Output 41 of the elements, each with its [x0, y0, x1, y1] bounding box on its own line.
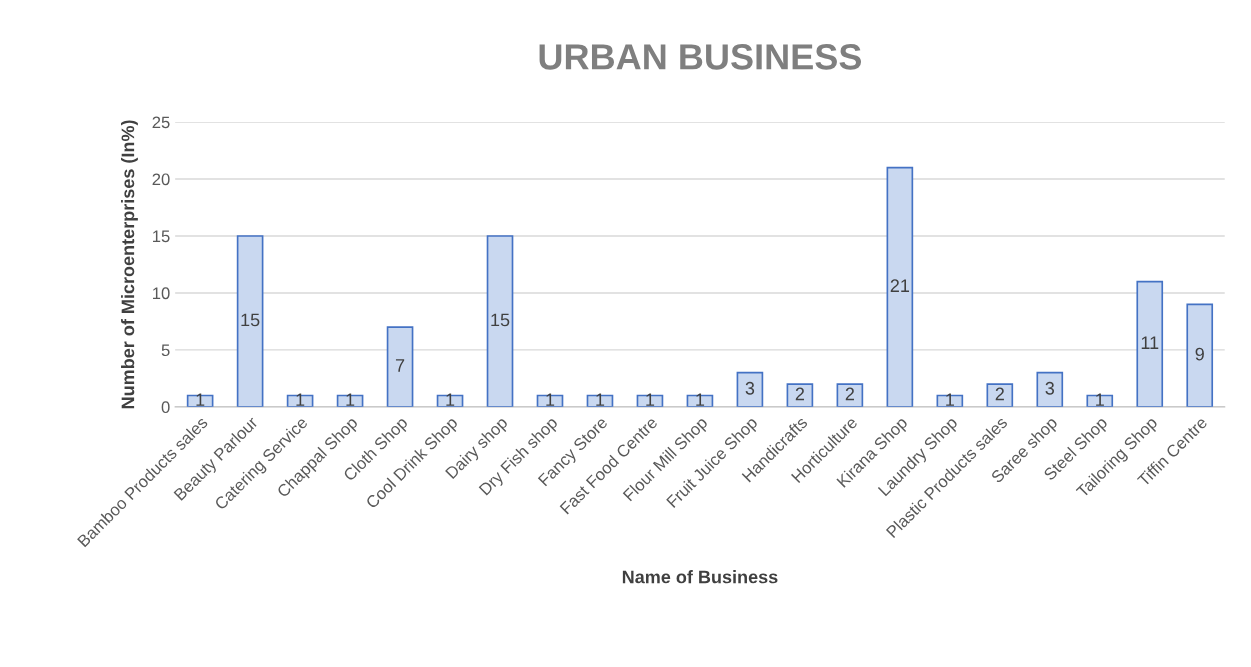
data-label: 9	[1195, 347, 1204, 361]
y-tick-label: 15	[153, 230, 170, 243]
data-label: 7	[395, 359, 405, 372]
data-label: 2	[995, 387, 1004, 401]
bar	[1186, 303, 1214, 407]
data-label: 1	[446, 393, 455, 406]
y-tick-label: 20	[152, 173, 170, 186]
bar	[236, 235, 264, 407]
data-label: 1	[346, 393, 355, 406]
data-label: 11	[1141, 336, 1159, 349]
bar	[786, 383, 814, 407]
data-label: 1	[196, 393, 205, 406]
bar	[886, 166, 914, 407]
y-tick-label: 5	[161, 344, 170, 357]
y-tick-label: 10	[153, 287, 170, 300]
x-axis-title: Name of Business	[622, 570, 778, 584]
data-label: 1	[696, 393, 705, 406]
bar	[836, 383, 864, 407]
y-axis-title: Number of Microenterprises (In%)	[121, 120, 138, 409]
data-label: 1	[1096, 393, 1104, 406]
data-label: 15	[491, 313, 510, 327]
data-label: 3	[1045, 381, 1055, 395]
data-label: 21	[890, 279, 910, 292]
data-label: 1	[546, 393, 555, 406]
bar	[486, 235, 514, 407]
data-label: 2	[845, 387, 854, 401]
bar	[736, 371, 764, 407]
chart-title: URBAN BUSINESS	[539, 44, 862, 70]
bar	[1036, 371, 1064, 407]
data-label: 1	[596, 393, 605, 406]
bar	[1136, 280, 1164, 407]
bar	[386, 326, 414, 407]
data-label: 15	[241, 313, 260, 327]
data-label: 1	[296, 393, 305, 406]
data-label: 1	[646, 393, 655, 406]
bar	[986, 383, 1014, 407]
data-label: 3	[745, 381, 755, 395]
y-tick-label: 25	[152, 116, 170, 129]
y-tick-label: 0	[161, 401, 170, 414]
data-label: 2	[795, 387, 805, 401]
data-label: 1	[946, 393, 954, 406]
